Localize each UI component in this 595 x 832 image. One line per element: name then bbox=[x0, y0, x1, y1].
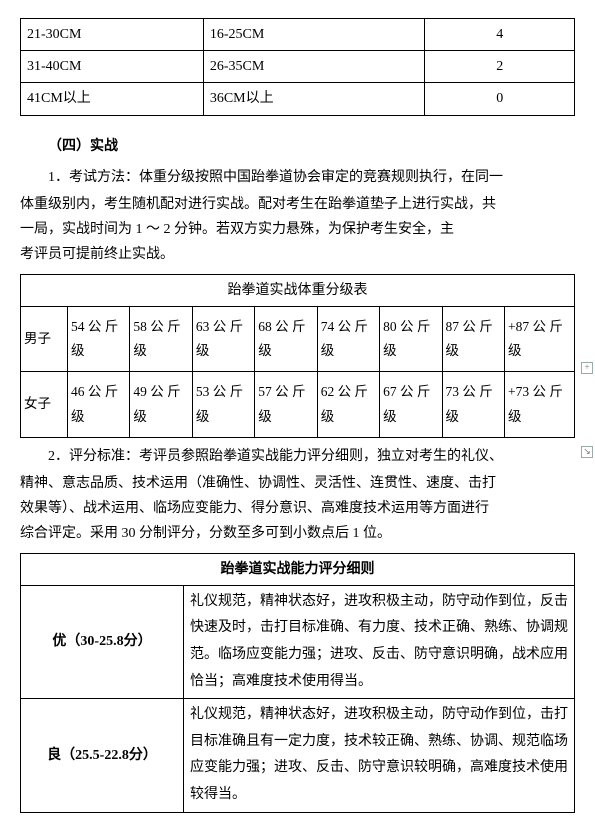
body-text: 效果等）、战术运用、临场应变能力、得分意识、高难度技术运用等方面进行 bbox=[20, 496, 575, 521]
scoring-rubric-table: 跆拳道实战能力评分细则 优（30-25.8分） 礼仪规范，精神状态好，进攻积极主… bbox=[20, 553, 575, 813]
cell: 26-35CM bbox=[203, 51, 425, 83]
cell: 67 公 斤级 bbox=[380, 372, 442, 438]
cell: 63 公 斤级 bbox=[192, 306, 254, 372]
cell: 57 公 斤级 bbox=[255, 372, 317, 438]
table-title: 跆拳道实战能力评分细则 bbox=[21, 553, 575, 585]
row-label-female: 女子 bbox=[21, 372, 68, 438]
cell: 73 公 斤级 bbox=[442, 372, 504, 438]
body-text: 一局，实战时间为 1 ～ 2 分钟。若双方实力悬殊，为保护考生安全，主 bbox=[20, 217, 575, 242]
cell: 0 bbox=[425, 83, 575, 115]
table-row: 21-30CM 16-25CM 4 bbox=[21, 19, 575, 51]
table-row: 41CM以上 36CM以上 0 bbox=[21, 83, 575, 115]
body-text: 1．考试方法：体重分级按照中国跆拳道协会审定的竞赛规则执行，在同一 bbox=[20, 165, 575, 190]
cell: 87 公 斤级 bbox=[442, 306, 504, 372]
cell: 80 公 斤级 bbox=[380, 306, 442, 372]
table-row: 良（25.5-22.8分） 礼仪规范，精神状态好，进攻积极主动，防守动作到位，击… bbox=[21, 699, 575, 812]
cell: +87 公 斤级 bbox=[504, 306, 574, 372]
cell: 62 公 斤级 bbox=[317, 372, 379, 438]
distance-score-table: 21-30CM 16-25CM 4 31-40CM 26-35CM 2 41CM… bbox=[20, 18, 575, 116]
cell: 36CM以上 bbox=[203, 83, 425, 115]
section-4-title: （四）实战 bbox=[20, 134, 575, 159]
body-text: 考评员可提前终止实战。 bbox=[20, 242, 575, 267]
grade-description: 礼仪规范，精神状态好，进攻积极主动，防守动作到位，反击快速及时，击打目标准确、有… bbox=[184, 585, 575, 698]
cell: 46 公 斤级 bbox=[68, 372, 130, 438]
weight-class-table: 跆拳道实战体重分级表 男子 54 公 斤级 58 公 斤级 63 公 斤级 68… bbox=[20, 274, 575, 438]
table-row: 优（30-25.8分） 礼仪规范，精神状态好，进攻积极主动，防守动作到位，反击快… bbox=[21, 585, 575, 698]
cell: 49 公 斤级 bbox=[130, 372, 192, 438]
cell: 74 公 斤级 bbox=[317, 306, 379, 372]
cell: 16-25CM bbox=[203, 19, 425, 51]
cell: 68 公 斤级 bbox=[255, 306, 317, 372]
body-text: 2．评分标准：考评员参照跆拳道实战能力评分细则，独立对考生的礼仪、 bbox=[20, 444, 575, 469]
table-corner-handle-icon[interactable]: ↘ bbox=[581, 446, 593, 458]
table-row: 31-40CM 26-35CM 2 bbox=[21, 51, 575, 83]
table-row-female: 女子 46 公 斤级 49 公 斤级 53 公 斤级 57 公 斤级 62 公 … bbox=[21, 372, 575, 438]
body-text: 体重级别内，考生随机配对进行实战。配对考生在跆拳道垫子上进行实战，共 bbox=[20, 192, 575, 217]
grade-label: 优（30-25.8分） bbox=[21, 585, 184, 698]
cell: 41CM以上 bbox=[21, 83, 204, 115]
cell: 4 bbox=[425, 19, 575, 51]
cell: +73 公 斤级 bbox=[504, 372, 574, 438]
cell: 58 公 斤级 bbox=[130, 306, 192, 372]
row-label-male: 男子 bbox=[21, 306, 68, 372]
cell: 53 公 斤级 bbox=[192, 372, 254, 438]
cell: 54 公 斤级 bbox=[68, 306, 130, 372]
body-text: 综合评定。采用 30 分制评分，分数至多可到小数点后 1 位。 bbox=[20, 521, 575, 546]
grade-description: 礼仪规范，精神状态好，进攻积极主动，防守动作到位，击打目标准确且有一定力度，技术… bbox=[184, 699, 575, 812]
cell: 31-40CM bbox=[21, 51, 204, 83]
cell: 2 bbox=[425, 51, 575, 83]
grade-label: 良（25.5-22.8分） bbox=[21, 699, 184, 812]
cell: 21-30CM bbox=[21, 19, 204, 51]
table-title: 跆拳道实战体重分级表 bbox=[21, 274, 575, 306]
table-row-male: 男子 54 公 斤级 58 公 斤级 63 公 斤级 68 公 斤级 74 公 … bbox=[21, 306, 575, 372]
body-text: 精神、意志品质、技术运用（准确性、协调性、灵活性、连贯性、速度、击打 bbox=[20, 471, 575, 496]
table-resize-handle-icon[interactable]: + bbox=[581, 362, 593, 374]
